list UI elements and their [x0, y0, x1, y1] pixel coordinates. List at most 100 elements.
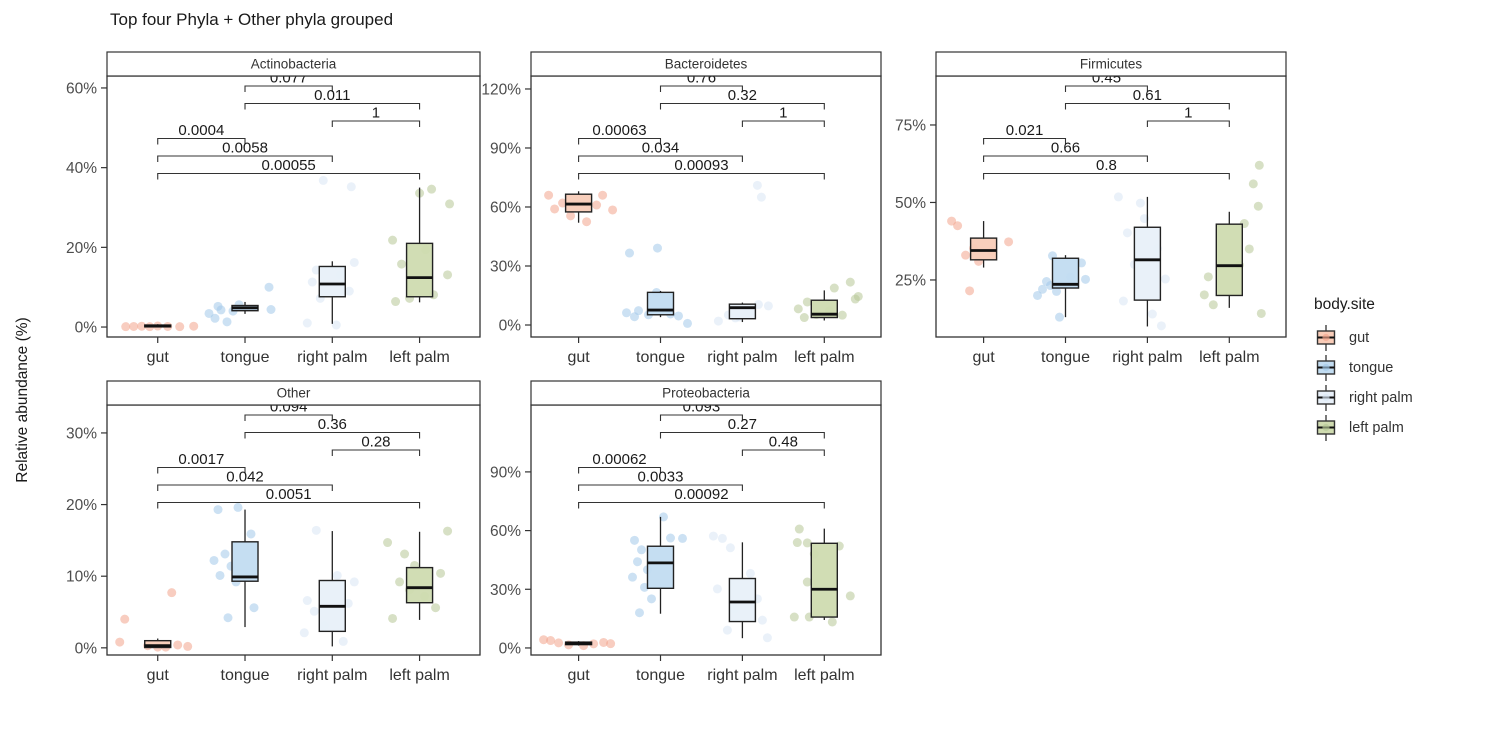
- facet-strip: [106, 51, 481, 77]
- data-point: [395, 577, 405, 587]
- significance-bracket: 0.00093: [578, 157, 825, 180]
- data-point: [1203, 272, 1213, 282]
- data-point: [598, 190, 608, 200]
- x-tick-label: tongue: [636, 349, 685, 366]
- data-point: [121, 322, 131, 332]
- data-point: [712, 584, 722, 594]
- p-value-label: 0.36: [318, 416, 347, 433]
- data-point: [965, 286, 975, 296]
- p-value-label: 0.00063: [592, 122, 646, 139]
- significance-bracket: 0.0033: [578, 469, 743, 491]
- bracket-line: [157, 466, 246, 474]
- data-point: [443, 270, 453, 280]
- data-point: [961, 250, 971, 260]
- data-point: [1253, 201, 1263, 211]
- data-point: [1160, 274, 1170, 284]
- data-point: [204, 308, 214, 318]
- p-value-label: 0.76: [687, 70, 716, 87]
- p-value-label: 0.034: [642, 140, 680, 157]
- data-point: [137, 321, 147, 331]
- data-point: [175, 322, 185, 332]
- data-point: [845, 277, 855, 287]
- data-point: [793, 304, 803, 314]
- data-point: [1147, 309, 1157, 319]
- bracket-line: [1064, 102, 1230, 110]
- glyph-point: [1322, 393, 1330, 402]
- data-point: [388, 613, 398, 623]
- box: [1133, 226, 1162, 301]
- x-tick-label: gut: [147, 667, 170, 684]
- x-tick-label: right palm: [297, 349, 367, 366]
- data-point: [659, 512, 668, 522]
- bracket-line: [331, 449, 421, 456]
- significance-bracket: 0.28: [331, 434, 421, 456]
- data-point: [546, 636, 556, 646]
- data-point: [762, 633, 772, 643]
- p-value-label: 0.0058: [222, 140, 268, 157]
- data-point: [222, 317, 232, 327]
- x-tick-label: left palm: [389, 349, 449, 366]
- facet-strip: [106, 380, 481, 406]
- significance-bracket: 0.021: [983, 122, 1067, 145]
- significance-bracket: 1: [1146, 105, 1230, 127]
- significance-bracket: 0.034: [578, 140, 743, 162]
- data-point: [635, 608, 644, 618]
- x-tick-label: tongue: [1041, 349, 1090, 366]
- significance-bracket: 0.48: [741, 434, 825, 456]
- bracket-line: [244, 414, 333, 421]
- data-point: [582, 217, 592, 227]
- x-tick-label: left palm: [794, 667, 854, 684]
- significance-bracket: 0.61: [1064, 87, 1230, 110]
- x-tick-label: gut: [567, 349, 590, 366]
- data-point: [436, 568, 446, 578]
- data-point: [183, 641, 193, 651]
- data-point: [599, 637, 609, 647]
- y-tick-label: 30%: [490, 582, 521, 599]
- x-tick-label: left palm: [389, 667, 449, 684]
- facet-strip: [530, 51, 882, 77]
- bracket-line: [157, 501, 421, 509]
- y-tick-label: 20%: [66, 240, 97, 257]
- p-value-label: 1: [372, 105, 380, 122]
- legend-item-label: tongue: [1349, 360, 1394, 376]
- data-point: [1113, 192, 1123, 202]
- legend-title: body.site: [1314, 296, 1375, 313]
- significance-bracket: 0.0058: [157, 140, 333, 162]
- data-point: [346, 182, 356, 192]
- data-point: [1118, 296, 1128, 306]
- data-point: [802, 538, 812, 548]
- data-point: [400, 549, 410, 559]
- y-tick-label: 120%: [481, 81, 521, 98]
- legend-boxplot-glyph: [1316, 385, 1336, 411]
- p-value-label: 0.077: [270, 70, 308, 87]
- data-point: [625, 248, 634, 258]
- data-point: [311, 265, 321, 275]
- p-value-label: 1: [1184, 105, 1192, 122]
- data-point: [1004, 237, 1014, 247]
- boxplot-gut: [564, 191, 593, 223]
- bracket-line: [578, 155, 743, 162]
- boxplot-right-palm: [318, 531, 346, 647]
- data-point: [318, 175, 328, 185]
- data-point: [213, 301, 223, 311]
- data-point: [1254, 160, 1264, 170]
- significance-bracket: 0.45: [1064, 76, 1148, 92]
- data-point: [827, 617, 837, 627]
- boxplot-left-palm: [1215, 211, 1244, 308]
- p-value-label: 0.28: [361, 434, 390, 451]
- data-point: [745, 568, 755, 578]
- y-tick-label: 0%: [75, 640, 98, 657]
- significance-bracket: 0.27: [659, 416, 825, 439]
- bracket-line: [157, 172, 421, 180]
- data-point: [246, 529, 256, 539]
- glyph-point: [1322, 423, 1330, 432]
- data-point: [431, 603, 441, 613]
- data-point: [332, 570, 342, 580]
- y-tick-label: 90%: [490, 140, 521, 157]
- data-point: [622, 308, 631, 318]
- p-value-label: 0.00093: [674, 157, 728, 174]
